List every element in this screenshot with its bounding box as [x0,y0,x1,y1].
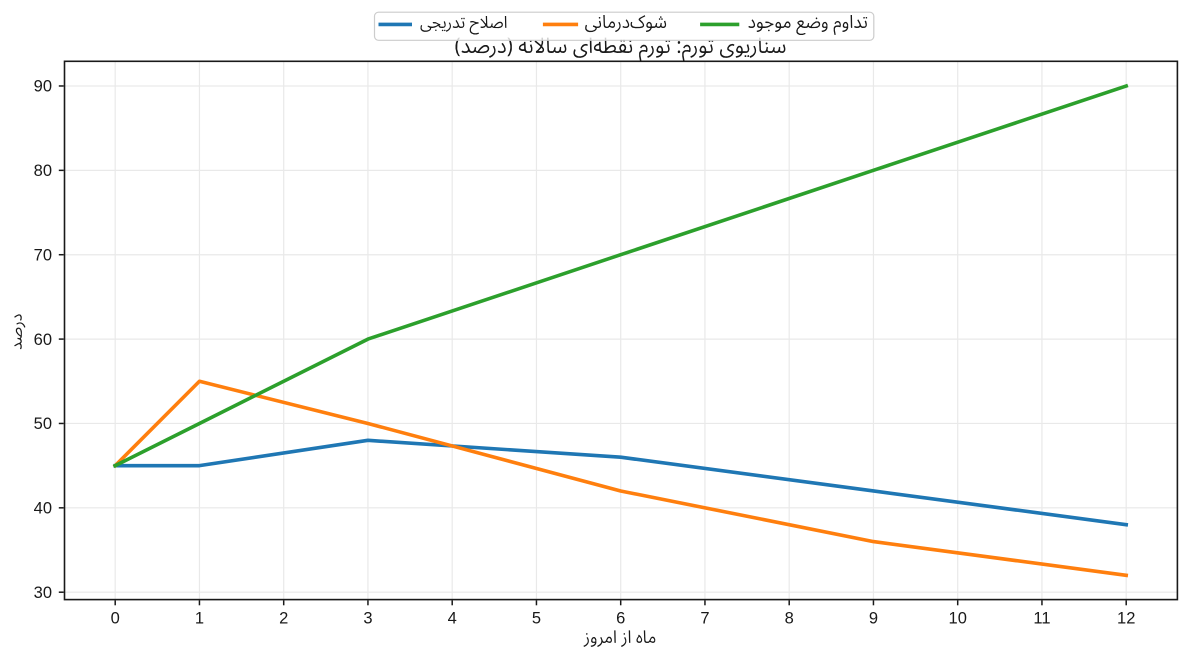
svg-text:50: 50 [34,415,52,433]
svg-text:70: 70 [34,246,52,264]
svg-text:5: 5 [532,610,541,628]
svg-text:90: 90 [34,78,52,96]
svg-text:40: 40 [34,500,52,518]
svg-text:30: 30 [34,584,52,602]
svg-text:9: 9 [869,610,878,628]
svg-text:60: 60 [34,331,52,349]
svg-text:11: 11 [1033,610,1050,628]
svg-text:8: 8 [785,610,794,628]
svg-text:7: 7 [700,610,709,628]
svg-text:1: 1 [195,610,204,628]
svg-text:12: 12 [1117,610,1135,628]
svg-text:0: 0 [111,610,120,628]
svg-text:80: 80 [34,162,52,180]
svg-text:2: 2 [279,610,288,628]
svg-text:3: 3 [363,610,372,628]
svg-text:4: 4 [448,610,457,628]
svg-text:10: 10 [949,610,967,628]
svg-text:6: 6 [616,610,625,628]
